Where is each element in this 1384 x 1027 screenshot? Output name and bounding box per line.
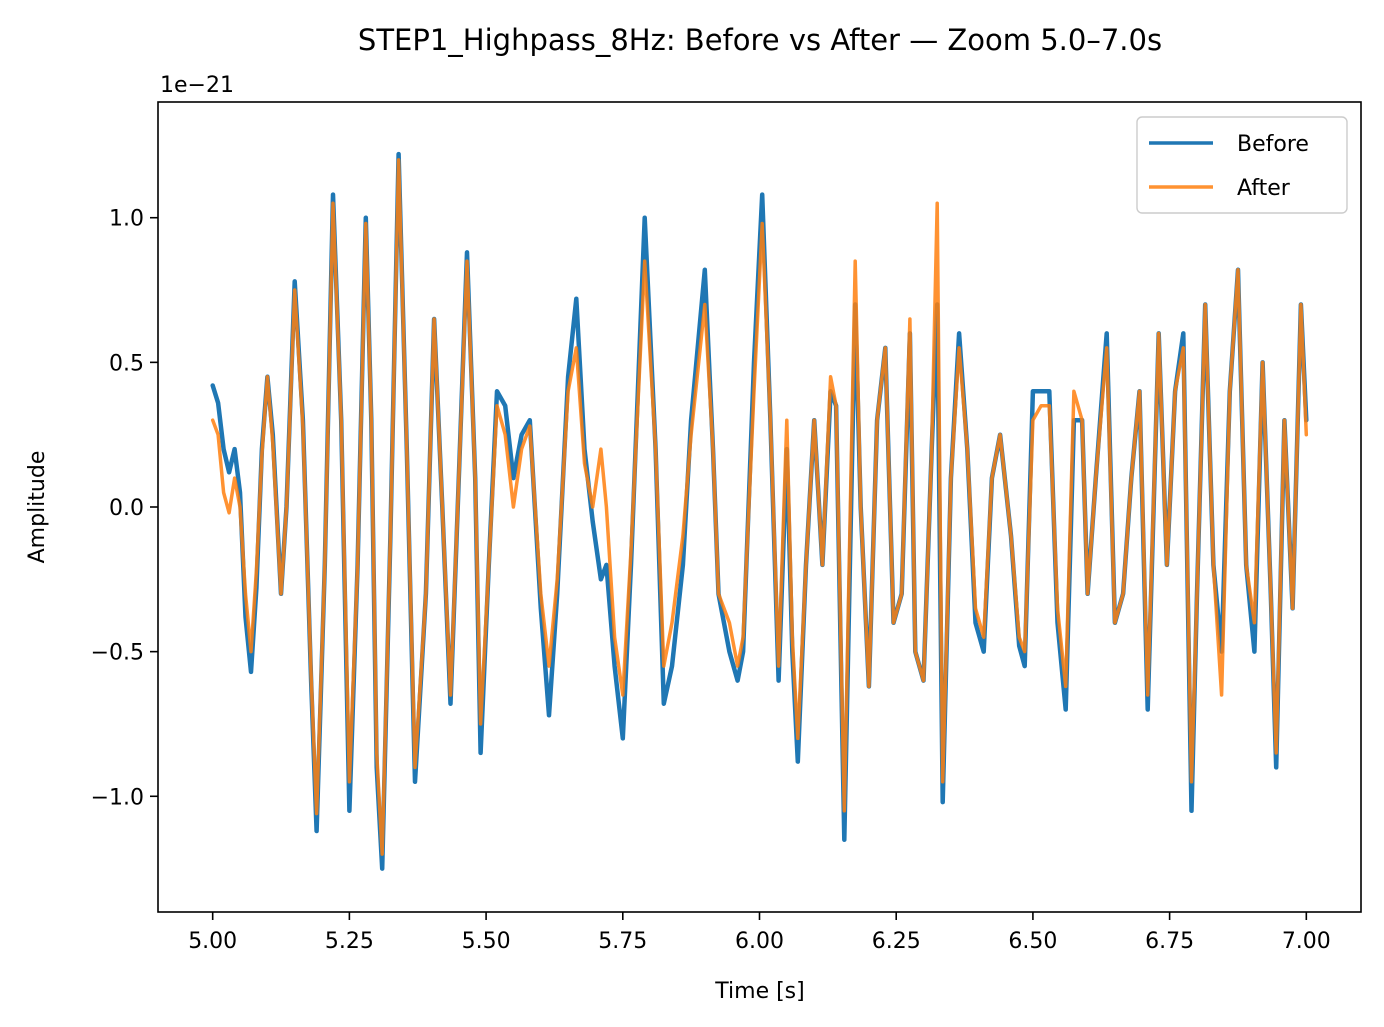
y-tick-label: −0.5 [91,641,144,666]
x-tick-label: 6.25 [872,929,921,954]
series-line-after [210,158,1309,856]
x-tick-label: 6.75 [1145,929,1194,954]
legend-label-after: After [1237,176,1291,201]
series-layer [210,151,1309,871]
x-tick-label: 7.00 [1282,929,1331,954]
y-axis: −1.0 −0.5 0.0 0.5 1.0 [91,207,158,810]
legend-frame [1136,116,1348,214]
x-tick-label: 6.50 [1008,929,1057,954]
y-offset-text: 1e−21 [160,73,234,98]
legend-label-before: Before [1237,132,1309,157]
x-tick-label: 5.75 [598,929,647,954]
chart-title: STEP1_Highpass_8Hz: Before vs After — Zo… [358,23,1162,57]
x-axis: 5.00 5.25 5.50 5.75 6.00 6.25 6.50 6.75 7.00 [188,912,1331,954]
legend: Before After [1136,116,1348,214]
x-tick-label: 5.00 [188,929,237,954]
y-tick-label: 0.0 [109,496,144,521]
x-axis-label: Time [s] [714,979,804,1004]
x-tick-label: 5.50 [462,929,511,954]
y-tick-label: 0.5 [109,351,144,376]
y-tick-label: −1.0 [91,785,144,810]
x-tick-label: 6.00 [735,929,784,954]
y-axis-label: Amplitude [25,451,50,564]
y-tick-label: 1.0 [109,207,144,232]
x-tick-label: 5.25 [325,929,374,954]
